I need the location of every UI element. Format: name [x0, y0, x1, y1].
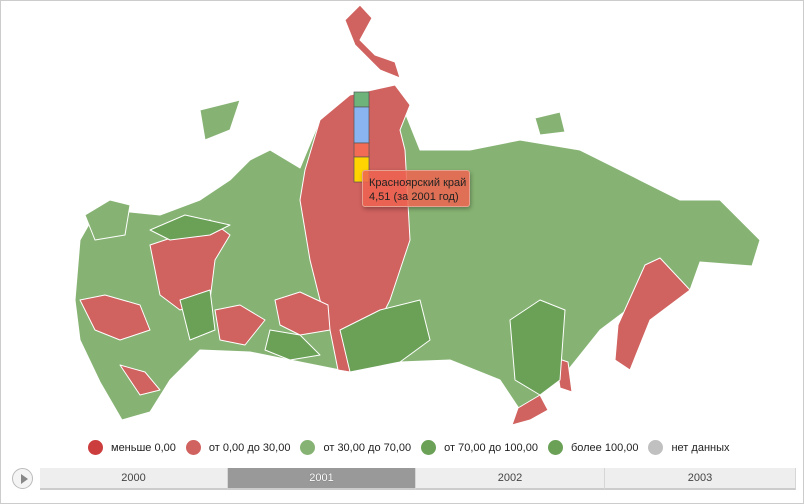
- region-ural-dark[interactable]: [179, 289, 216, 341]
- region-khabarovsk-dark[interactable]: [509, 299, 566, 396]
- tooltip-value: 4,51 (за 2001 год): [369, 191, 459, 203]
- region-north-dark[interactable]: [149, 214, 231, 241]
- play-icon[interactable]: [12, 468, 33, 489]
- legend-label: более 100,00: [570, 441, 639, 454]
- region-south-dark[interactable]: [264, 329, 321, 361]
- region-kamchatka[interactable]: [614, 257, 691, 371]
- legend-label: от 70,00 до 100,00: [444, 441, 538, 454]
- region-kola[interactable]: [84, 199, 131, 241]
- legend-dot-icon: [185, 440, 201, 455]
- region-sakhalin[interactable]: [511, 394, 549, 426]
- region-novaya-zemlya[interactable]: [344, 4, 401, 79]
- legend-item: от 0,00 до 30,00: [185, 440, 291, 455]
- russia-map[interactable]: [0, 0, 804, 460]
- region-urals-red[interactable]: [214, 304, 266, 346]
- legend-label: от 0,00 до 30,00: [208, 441, 291, 454]
- region-arctic-islands[interactable]: [199, 99, 241, 141]
- legend-item: меньше 0,00: [88, 440, 176, 455]
- timeline-year-2001[interactable]: 2001: [228, 468, 416, 490]
- timeline-year-2002[interactable]: 2002: [416, 468, 605, 490]
- mini-bar-red: [353, 142, 370, 158]
- mini-bar-green: [353, 91, 370, 108]
- legend-label: нет данных: [671, 441, 730, 454]
- region-tooltip: Красноярский край 4,51 (за 2001 год): [362, 170, 470, 207]
- timeline-year-2000[interactable]: 2000: [40, 468, 228, 490]
- legend-label: меньше 0,00: [111, 441, 176, 454]
- timeline-year-2003[interactable]: 2003: [605, 468, 796, 490]
- region-irkutsk-dark[interactable]: [339, 299, 431, 373]
- legend-label: от 30,00 до 70,00: [323, 441, 412, 454]
- legend-item: от 30,00 до 70,00: [300, 440, 411, 455]
- legend-dot-icon: [300, 440, 316, 455]
- mini-bar-chart: [353, 91, 370, 183]
- legend-dot-icon: [421, 440, 437, 455]
- region-novosibirsk-islands[interactable]: [534, 111, 566, 136]
- legend-item: нет данных: [648, 440, 730, 455]
- timeline: 2000 2001 2002 2003: [10, 466, 796, 491]
- region-south-red[interactable]: [119, 364, 161, 396]
- region-central-red[interactable]: [79, 294, 151, 341]
- legend-dot-icon: [648, 440, 664, 455]
- legend-dot-icon: [88, 440, 103, 455]
- legend: меньше 0,00 от 0,00 до 30,00 от 30,00 до…: [88, 440, 740, 455]
- mini-bar-blue: [353, 106, 370, 144]
- legend-item: от 70,00 до 100,00: [421, 440, 538, 455]
- legend-dot-icon: [547, 440, 563, 455]
- region-tomsk-red[interactable]: [274, 291, 331, 336]
- tooltip-region: Красноярский край: [369, 177, 467, 189]
- legend-item: более 100,00: [547, 440, 639, 455]
